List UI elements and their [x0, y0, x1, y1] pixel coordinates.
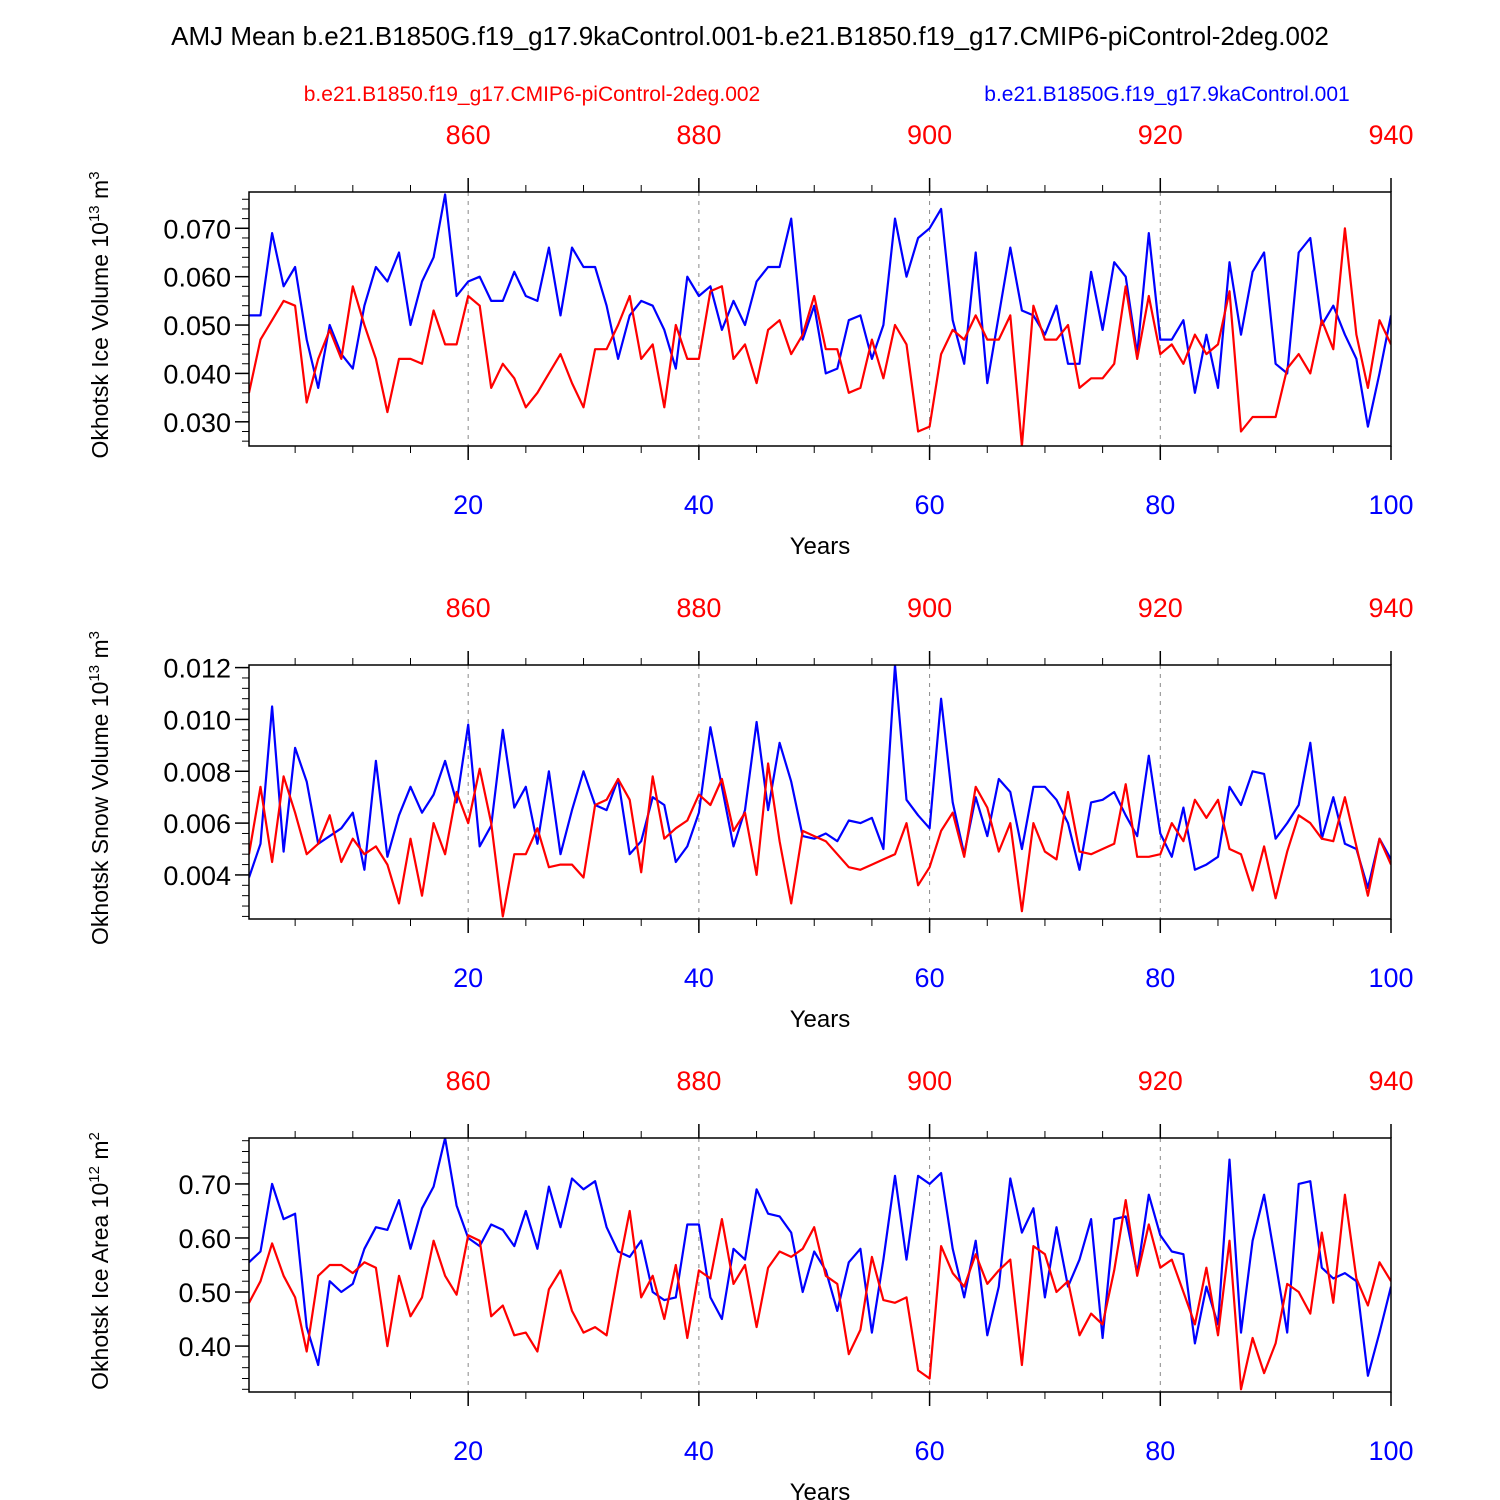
x-axis-label: Years: [790, 1479, 851, 1500]
y-axis-label-text: Okhotsk Ice Volume 10: [87, 222, 113, 459]
x-tick-label: 100: [1368, 1436, 1413, 1466]
y-axis-label-unit-exponent: 2: [86, 1132, 103, 1140]
panel-ice-volume: 20 40 60 80 100 860 880 900 920 940 0.030 0.040 0.05…: [86, 120, 1414, 560]
y-axis-label-text: Okhotsk Snow Volume 10: [87, 682, 113, 945]
top-x-tick-label: 880: [676, 1066, 721, 1096]
y-tick-label: 0.040: [163, 359, 231, 389]
y-axis-label-text: Okhotsk Ice Area 10: [87, 1183, 113, 1390]
x-tick-label: 20: [453, 963, 483, 993]
y-axis-label-unit: m: [87, 180, 113, 206]
x-tick-label: 60: [915, 963, 945, 993]
y-tick-label: 0.012: [163, 654, 231, 684]
x-tick-label: 20: [453, 490, 483, 520]
x-tick-label: 80: [1145, 963, 1175, 993]
y-tick-label: 0.030: [163, 408, 231, 438]
top-x-tick-label: 920: [1138, 120, 1183, 150]
top-x-tick-label: 920: [1138, 1066, 1183, 1096]
top-x-tick-label: 940: [1368, 1066, 1413, 1096]
x-tick-label: 100: [1368, 963, 1413, 993]
x-tick-label: 40: [684, 963, 714, 993]
legend-red-label: b.e21.B1850.f19_g17.CMIP6-piControl-2deg…: [304, 83, 760, 106]
x-tick-label: 100: [1368, 490, 1413, 520]
x-axis-label: Years: [790, 533, 851, 560]
x-tick-label: 40: [684, 1436, 714, 1466]
y-axis-label-unit-exponent: 3: [86, 171, 103, 179]
plot-frame: [248, 664, 1392, 920]
series-line-blue: [249, 665, 1391, 890]
y-axis-label-unit-exponent: 3: [86, 631, 103, 639]
panel-ice-area: 20 40 60 80 100 860 880 900 920 940 0.40 0.50 0.60 0.…: [86, 1066, 1414, 1500]
legend-blue-label: b.e21.B1850G.f19_g17.9kaControl.001: [984, 83, 1349, 106]
top-x-tick-label: 880: [676, 120, 721, 150]
top-x-tick-label: 900: [907, 593, 952, 623]
top-x-tick-label: 940: [1368, 593, 1413, 623]
y-axis-label: Okhotsk Ice Area 1012 m2: [86, 1132, 113, 1390]
top-x-tick-label: 900: [907, 120, 952, 150]
top-x-tick-label: 860: [446, 1066, 491, 1096]
top-x-tick-label: 940: [1368, 120, 1413, 150]
y-axis-label-unit: m: [87, 639, 113, 665]
series-line-red: [249, 762, 1391, 918]
plot-frame: [248, 191, 1392, 447]
y-tick-label: 0.010: [163, 705, 231, 735]
x-axis-label: Years: [790, 1006, 851, 1033]
series-line-red: [249, 1193, 1391, 1391]
y-tick-label: 0.070: [163, 214, 231, 244]
y-tick-label: 0.40: [178, 1332, 231, 1362]
x-tick-label: 80: [1145, 1436, 1175, 1466]
y-tick-label: 0.70: [178, 1170, 231, 1200]
top-x-tick-label: 860: [446, 120, 491, 150]
top-x-tick-label: 860: [446, 593, 491, 623]
series-line-red: [249, 227, 1391, 446]
y-axis-label: Okhotsk Snow Volume 1013 m3: [86, 631, 113, 945]
x-tick-label: 60: [915, 490, 945, 520]
series-line-blue: [249, 1138, 1391, 1377]
y-axis-label-exponent: 12: [86, 1166, 103, 1183]
y-tick-label: 0.60: [178, 1224, 231, 1254]
y-axis-label-exponent: 13: [86, 665, 103, 682]
chart-panels: 20 40 60 80 100 860 880 900 920 940 0.030 0.040 0.05…: [86, 120, 1414, 1500]
series-line-blue: [249, 193, 1391, 428]
x-tick-label: 60: [915, 1436, 945, 1466]
top-x-tick-label: 880: [676, 593, 721, 623]
y-axis-label: Okhotsk Ice Volume 1013 m3: [86, 171, 113, 458]
x-tick-label: 40: [684, 490, 714, 520]
x-tick-label: 80: [1145, 490, 1175, 520]
y-tick-label: 0.060: [163, 263, 231, 293]
y-axis-label-exponent: 13: [86, 205, 103, 222]
x-tick-label: 20: [453, 1436, 483, 1466]
top-x-tick-label: 920: [1138, 593, 1183, 623]
y-tick-label: 0.50: [178, 1278, 231, 1308]
y-tick-label: 0.008: [163, 757, 231, 787]
y-tick-label: 0.006: [163, 809, 231, 839]
y-tick-label: 0.050: [163, 311, 231, 341]
y-tick-label: 0.004: [163, 861, 231, 891]
panel-snow-volume: 20 40 60 80 100 860 880 900 920 940 0.004 0.006 0.00…: [86, 593, 1414, 1033]
top-x-tick-label: 900: [907, 1066, 952, 1096]
y-axis-label-unit: m: [87, 1140, 113, 1166]
figure-title: AMJ Mean b.e21.B1850G.f19_g17.9kaControl…: [171, 21, 1329, 51]
plot-frame: [248, 1137, 1392, 1393]
